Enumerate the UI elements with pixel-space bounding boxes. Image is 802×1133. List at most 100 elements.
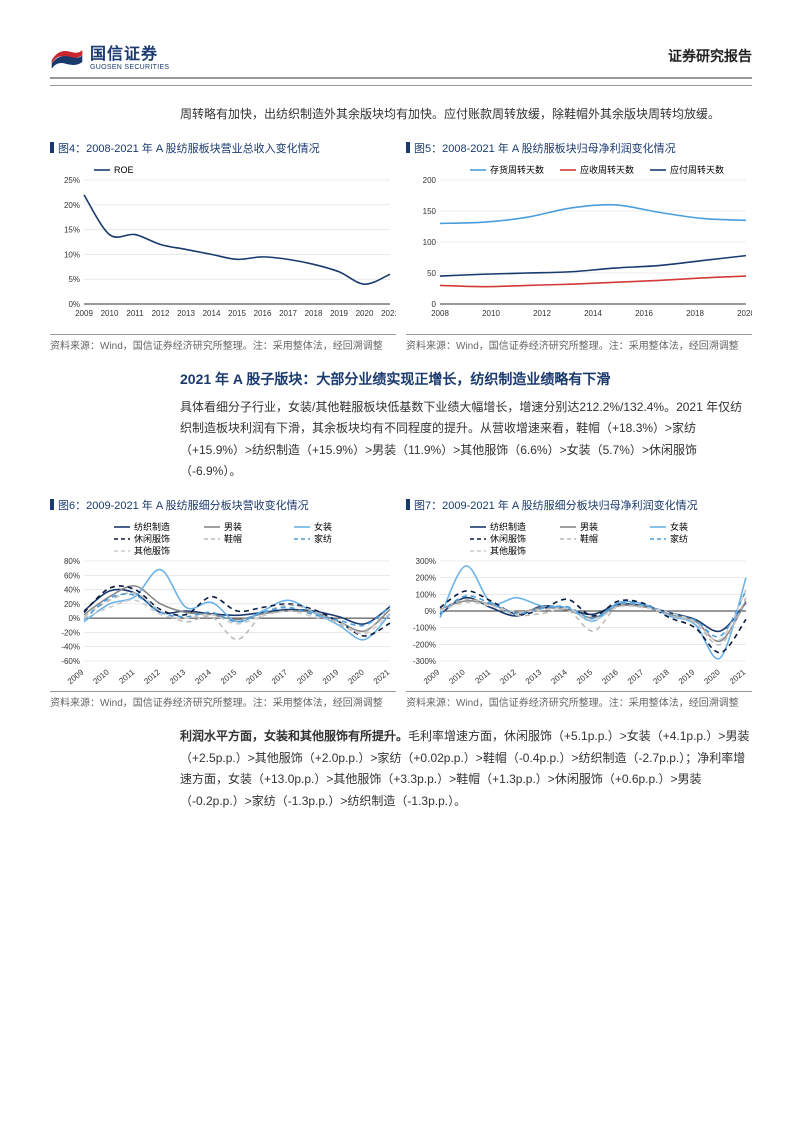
svg-text:2016: 2016 [600,667,620,686]
svg-text:2017: 2017 [626,667,646,686]
svg-text:100: 100 [423,238,437,247]
svg-text:2016: 2016 [254,309,272,318]
svg-text:2018: 2018 [305,309,323,318]
svg-text:2009: 2009 [66,667,86,686]
logo-text-cn: 国信证券 [90,40,169,64]
doc-type: 证券研究报告 [668,46,752,66]
svg-text:0%: 0% [68,300,80,309]
svg-text:2010: 2010 [482,309,500,318]
svg-text:0%: 0% [68,614,80,623]
svg-text:家纺: 家纺 [314,533,332,544]
section2-paragraph: 具体看细分子行业，女装/其他鞋服板块低基数下业绩大幅增长，增速分别达212.2%… [180,397,752,483]
svg-text:纺织制造: 纺织制造 [490,521,526,532]
svg-text:80%: 80% [64,557,80,566]
svg-text:男装: 男装 [580,521,598,532]
svg-text:-200%: -200% [413,640,436,649]
svg-text:2019: 2019 [321,667,341,686]
svg-text:2010: 2010 [91,667,111,686]
svg-text:2015: 2015 [219,667,239,686]
svg-text:2008: 2008 [431,309,449,318]
svg-text:-20%: -20% [61,628,80,637]
chart7-title: 图7：2009-2021 年 A 股纺服细分板块归母净利润变化情况 [406,497,752,513]
chart5-source: 资料来源：Wind，国信证券经济研究所整理。注：采用整体法，经回溯调整 [406,334,752,355]
svg-text:60%: 60% [64,571,80,580]
svg-text:女装: 女装 [314,521,332,532]
svg-text:女装: 女装 [670,521,688,532]
chart6: -60% -40% -20% 0% 20% 40% 60% 80% 2009 2010 2011 20… [50,519,396,689]
svg-text:200: 200 [423,176,437,185]
svg-text:2018: 2018 [651,667,671,686]
svg-text:-60%: -60% [61,657,80,666]
svg-text:2013: 2013 [524,667,544,686]
svg-text:2011: 2011 [117,667,136,685]
svg-text:鞋帽: 鞋帽 [580,533,598,544]
svg-text:2012: 2012 [142,667,162,686]
svg-text:2014: 2014 [584,309,602,318]
chart6-source: 资料来源：Wind，国信证券经济研究所整理。注：采用整体法，经回溯调整 [50,691,396,712]
section2-title: 2021 年 A 股子版块：大部分业绩实现正增长，纺织制造业绩略有下滑 [180,369,752,389]
charts-row-1: 图4：2008-2021 年 A 股纺服板块营业总收入变化情况 0% 5% 10% 1… [50,140,752,355]
svg-text:2015: 2015 [575,667,595,686]
svg-text:存货周转天数: 存货周转天数 [490,164,544,175]
svg-text:300%: 300% [416,557,436,566]
chart4-title: 图4：2008-2021 年 A 股纺服板块营业总收入变化情况 [50,140,396,156]
svg-text:2015: 2015 [228,309,246,318]
svg-text:2016: 2016 [635,309,653,318]
section3-paragraph: 利润水平方面，女装和其他服饰有所提升。毛利率增速方面，休闲服饰（+5.1p.p.… [180,726,752,812]
svg-text:-100%: -100% [413,624,436,633]
chart7: -300%-200%-100%0%100%200%300%20092010201… [406,519,752,689]
svg-text:应付周转天数: 应付周转天数 [670,164,724,175]
svg-text:5%: 5% [68,275,80,284]
svg-text:2019: 2019 [677,667,697,686]
svg-text:2014: 2014 [549,667,569,686]
svg-text:2017: 2017 [270,667,290,686]
svg-text:2011: 2011 [473,667,492,685]
logo-text-en: GUOSEN SECURITIES [90,64,169,71]
svg-text:25%: 25% [64,176,80,185]
svg-text:2018: 2018 [295,667,315,686]
svg-text:100%: 100% [416,590,436,599]
header-rule [50,85,752,86]
svg-text:0%: 0% [424,607,436,616]
svg-text:2012: 2012 [498,667,518,686]
svg-text:2021: 2021 [728,667,748,686]
svg-text:2010: 2010 [447,667,467,686]
svg-text:-40%: -40% [61,643,80,652]
svg-text:2009: 2009 [422,667,442,686]
svg-text:10%: 10% [64,250,80,259]
svg-text:2011: 2011 [126,309,144,318]
chart6-title: 图6：2009-2021 年 A 股纺服细分板块营收变化情况 [50,497,396,513]
svg-text:2012: 2012 [152,309,170,318]
svg-text:2020: 2020 [346,667,366,686]
svg-text:2020: 2020 [702,667,722,686]
svg-text:20%: 20% [64,600,80,609]
svg-text:2021: 2021 [381,309,396,318]
svg-text:男装: 男装 [224,521,242,532]
svg-text:其他服饰: 其他服饰 [490,545,526,556]
chart7-source: 资料来源：Wind，国信证券经济研究所整理。注：采用整体法，经回溯调整 [406,691,752,712]
svg-text:2014: 2014 [193,667,213,686]
page-header: 国信证券 GUOSEN SECURITIES 证券研究报告 [50,40,752,79]
svg-text:2020: 2020 [356,309,374,318]
charts-row-2: 图6：2009-2021 年 A 股纺服细分板块营收变化情况 -60%-40%-… [50,497,752,712]
logo-icon [50,43,84,69]
svg-text:2020: 2020 [737,309,752,318]
svg-text:15%: 15% [64,225,80,234]
svg-text:2017: 2017 [279,309,297,318]
svg-text:20%: 20% [64,200,80,209]
chart4: 0%5%10%15%20%25%200920102011201220132014… [50,162,396,332]
svg-text:40%: 40% [64,586,80,595]
chart5: 0501001502002008201020122014201620182020… [406,162,752,332]
svg-text:休闲服饰: 休闲服饰 [490,533,526,544]
svg-text:2021: 2021 [372,667,392,686]
svg-text:50: 50 [427,269,436,278]
svg-text:休闲服饰: 休闲服饰 [134,533,170,544]
svg-text:2014: 2014 [203,309,221,318]
chart5-title: 图5：2008-2021 年 A 股纺服板块归母净利润变化情况 [406,140,752,156]
svg-text:2013: 2013 [177,309,195,318]
svg-text:0: 0 [432,300,437,309]
svg-text:150: 150 [423,207,437,216]
svg-text:纺织制造: 纺织制造 [134,521,170,532]
svg-text:2018: 2018 [686,309,704,318]
svg-text:2013: 2013 [168,667,188,686]
